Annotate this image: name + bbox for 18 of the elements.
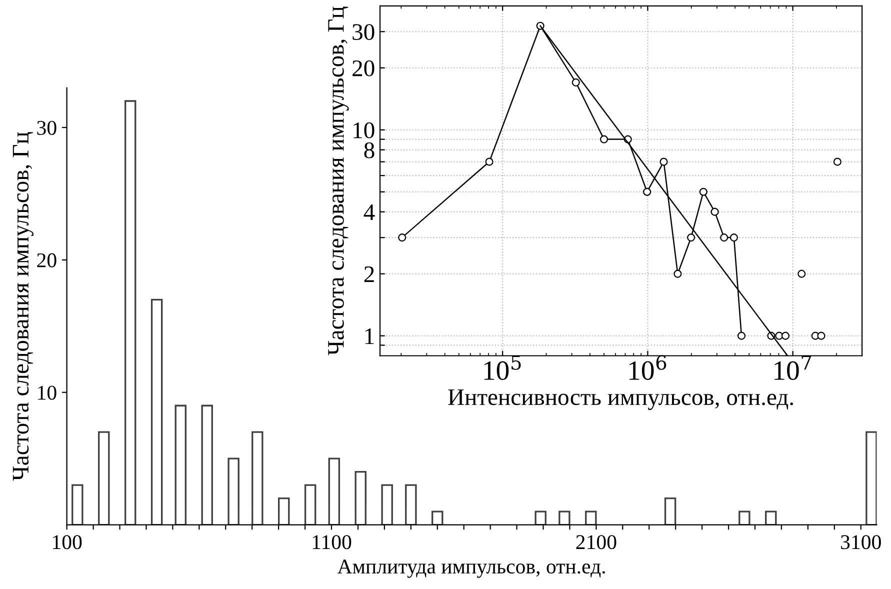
x-tick-label: 2100 [576,535,616,550]
y-axis-title: Частота следования импульсов, Гц [328,6,349,356]
y-tick-label: 4 [364,204,375,220]
x-axis-title: Амплитуда импульсов, отн.ед. [337,560,605,578]
y-tick-label: 1 [365,328,374,344]
y-tick-label: 20 [352,60,374,76]
y-tick-label: 10 [354,122,374,138]
y-tick-label: 2 [364,266,374,282]
x-tick-label: 1100 [312,535,352,550]
x-axis-title: Интенсивность импульсов, отн.ед. [448,389,793,410]
y-tick-label: 20 [37,253,56,268]
y-axis-title: Частота следования импульсов, Гц [12,132,34,481]
y-tick-label: 30 [37,120,56,135]
y-tick-label: 8 [364,142,374,158]
y-tick-label: 10 [38,386,56,400]
y-tick-label: 30 [352,24,374,40]
x-tick-label: 100 [53,535,82,550]
x-tick-label: 3100 [841,535,881,550]
